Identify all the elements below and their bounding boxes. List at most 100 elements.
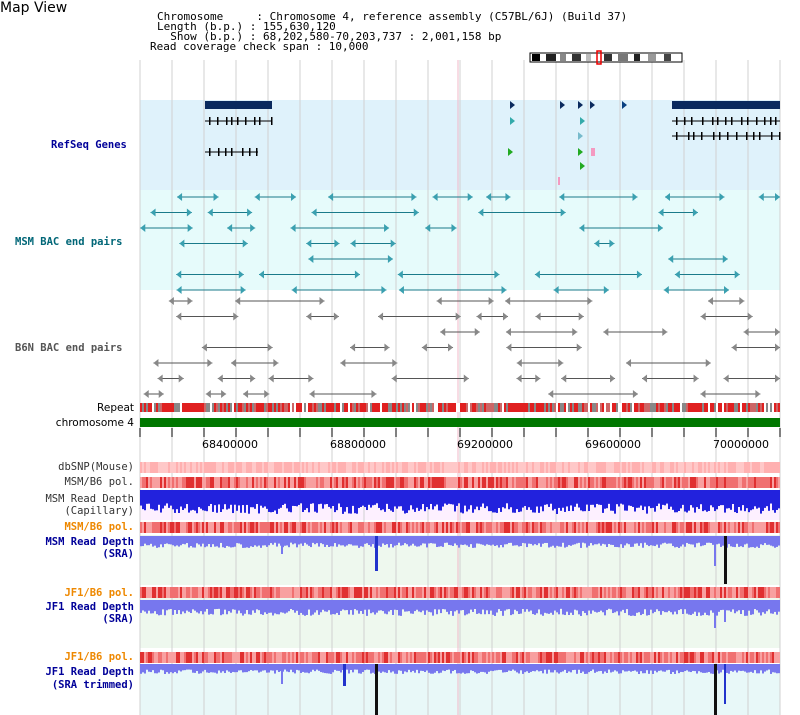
polymorphism-heat-cell	[582, 652, 584, 663]
read-depth-spike	[281, 664, 283, 684]
polymorphism-heat-cell	[662, 462, 664, 473]
polymorphism-heat-cell	[488, 587, 490, 598]
polymorphism-heat-cell	[400, 587, 402, 598]
repeat-segment	[562, 403, 564, 412]
repeat-segment	[698, 403, 700, 412]
repeat-segment	[236, 403, 238, 412]
read-depth-bar	[312, 536, 314, 543]
polymorphism-heat-cell	[574, 477, 576, 488]
track-label-msm-bac[interactable]: MSM BAC end pairs	[15, 236, 123, 248]
read-depth-bar	[210, 664, 212, 673]
axis-tick-label: 69600000	[585, 438, 641, 451]
b6n-bac-end	[642, 374, 648, 383]
polymorphism-heat-cell	[656, 587, 658, 598]
repeat-segment	[496, 403, 498, 412]
read-depth-bar	[736, 600, 738, 612]
msm-bac-end	[258, 270, 264, 279]
read-depth-bar	[704, 664, 706, 673]
polymorphism-heat-cell	[258, 462, 260, 473]
polymorphism-heat-cell	[228, 522, 230, 533]
polymorphism-heat-cell	[276, 652, 278, 663]
polymorphism-heat-cell	[348, 522, 350, 533]
polymorphism-heat-cell	[274, 522, 276, 533]
polymorphism-heat-cell	[344, 462, 346, 473]
repeat-segment	[702, 403, 704, 412]
polymorphism-heat-cell	[546, 652, 548, 663]
read-depth-bar	[578, 600, 580, 615]
polymorphism-heat-cell	[630, 477, 632, 488]
read-depth-bar	[624, 490, 626, 511]
polymorphism-heat-cell	[402, 462, 404, 473]
read-depth-bar	[568, 536, 570, 546]
polymorphism-heat-cell	[742, 522, 744, 533]
read-depth-bar	[622, 490, 624, 505]
track-label-b6n-bac[interactable]: B6N BAC end pairs	[15, 342, 123, 354]
polymorphism-heat-cell	[154, 477, 156, 488]
polymorphism-heat-cell	[482, 522, 484, 533]
read-depth-bar	[240, 490, 242, 513]
read-depth-bar	[362, 600, 364, 614]
read-depth-bar	[774, 536, 776, 548]
polymorphism-heat-cell	[616, 462, 618, 473]
read-depth-bar	[388, 536, 390, 548]
read-depth-bar	[594, 600, 596, 612]
read-depth-bar	[204, 664, 206, 670]
polymorphism-heat-cell	[476, 462, 478, 473]
polymorphism-heat-cell	[634, 652, 636, 663]
polymorphism-heat-cell	[140, 652, 142, 663]
polymorphism-heat-cell	[740, 462, 742, 473]
read-depth-bar	[368, 490, 370, 505]
refseq-exon	[693, 132, 695, 140]
read-depth-bar	[212, 490, 214, 512]
read-depth-bar	[560, 664, 562, 673]
repeat-segment	[204, 403, 206, 412]
polymorphism-heat-cell	[262, 652, 264, 663]
read-depth-bar	[146, 536, 148, 546]
polymorphism-heat-cell	[484, 522, 486, 533]
read-depth-bar	[240, 600, 242, 614]
msm-bac-end	[734, 270, 740, 279]
read-depth-bar	[222, 600, 224, 615]
polymorphism-heat-cell	[246, 522, 248, 533]
track-label-refseq[interactable]: RefSeq Genes	[51, 139, 127, 151]
read-depth-bar	[482, 536, 484, 545]
read-depth-bar	[554, 536, 556, 548]
polymorphism-heat-cell	[658, 522, 660, 533]
polymorphism-heat-cell	[346, 462, 348, 473]
polymorphism-heat-cell	[502, 462, 504, 473]
polymorphism-heat-cell	[208, 462, 210, 473]
read-depth-bar	[168, 536, 170, 545]
read-depth-bar	[658, 536, 660, 548]
polymorphism-heat-cell	[706, 652, 708, 663]
repeat-segment	[554, 403, 556, 412]
polymorphism-heat-cell	[284, 587, 286, 598]
repeat-segment	[224, 403, 226, 412]
polymorphism-heat-cell	[440, 652, 442, 663]
polymorphism-heat-cell	[264, 462, 266, 473]
read-depth-bar	[210, 600, 212, 614]
read-depth-bar	[222, 536, 224, 548]
polymorphism-heat-cell	[532, 652, 534, 663]
polymorphism-heat-cell	[170, 522, 172, 533]
polymorphism-heat-cell	[242, 652, 244, 663]
read-depth-bar	[464, 664, 466, 674]
b6n-bac-end	[153, 359, 159, 367]
refseq-exon	[741, 117, 743, 125]
polymorphism-heat-cell	[628, 522, 630, 533]
b6n-bac-end	[775, 343, 780, 352]
read-depth-bar	[752, 600, 754, 615]
polymorphism-heat-cell	[640, 652, 642, 663]
read-depth-bar	[648, 600, 650, 616]
polymorphism-heat-cell	[144, 587, 146, 598]
polymorphism-heat-cell	[374, 522, 376, 533]
read-depth-bar	[474, 600, 476, 609]
read-depth-bar	[370, 600, 372, 614]
read-depth-bar	[422, 536, 424, 544]
polymorphism-heat-cell	[432, 477, 434, 488]
polymorphism-heat-cell	[638, 477, 640, 488]
read-depth-bar	[252, 536, 254, 547]
polymorphism-heat-cell	[228, 587, 230, 598]
read-depth-bar	[588, 490, 590, 511]
ideogram-band	[604, 54, 612, 61]
